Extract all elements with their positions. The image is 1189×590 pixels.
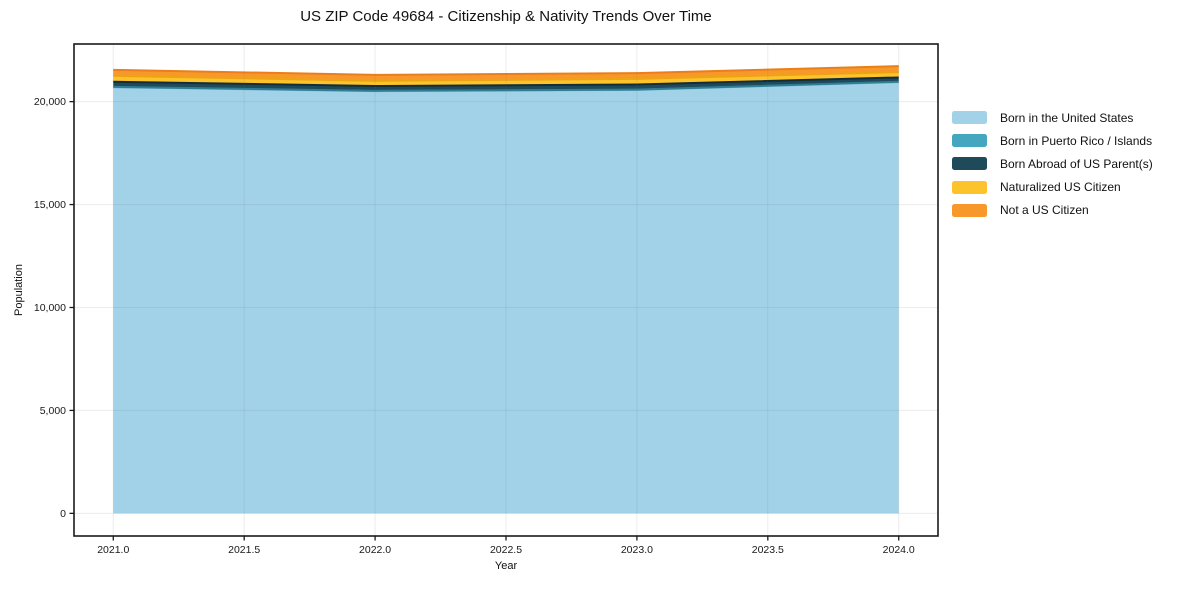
x-tick-label: 2023.5 (752, 544, 784, 556)
legend-swatch (952, 157, 987, 171)
edge-not-a-us-citizen (113, 65, 899, 76)
edge-born-in-puerto-rico-islands (113, 80, 899, 92)
y-tick-label: 5,000 (40, 405, 66, 417)
edge-naturalized-us-citizen (113, 71, 899, 82)
x-tick-label: 2023.0 (621, 544, 653, 556)
legend: Born in the United States Born in Puerto… (952, 106, 1153, 222)
edge-born-abroad-of-us-parent-s (113, 76, 899, 87)
legend-swatch (952, 134, 987, 148)
legend-label: Born Abroad of US Parent(s) (1000, 156, 1153, 171)
x-axis-label: Year (494, 560, 518, 572)
x-tick-label: 2024.0 (883, 544, 915, 556)
y-tick-label: 0 (60, 508, 66, 520)
legend-label: Naturalized US Citizen (1000, 180, 1121, 195)
legend-item: Naturalized US Citizen (952, 176, 1153, 199)
legend-item: Born in Puerto Rico / Islands (952, 129, 1153, 152)
chart-title: US ZIP Code 49684 - Citizenship & Nativi… (300, 8, 712, 25)
legend-swatch (952, 180, 987, 194)
area-born-in-the-united-states (113, 82, 899, 514)
x-tick-label: 2021.5 (228, 544, 260, 556)
y-tick-label: 20,000 (34, 96, 66, 108)
legend-item: Born in the United States (952, 106, 1153, 129)
x-tick-label: 2022.0 (359, 544, 391, 556)
legend-label: Born in Puerto Rico / Islands (1000, 133, 1153, 148)
x-tick-label: 2022.5 (490, 544, 522, 556)
legend-item: Not a US Citizen (952, 199, 1153, 222)
y-tick-label: 10,000 (34, 302, 66, 314)
x-tick-label: 2021.0 (97, 544, 129, 556)
legend-swatch (952, 203, 987, 217)
legend-item: Born Abroad of US Parent(s) (952, 152, 1153, 175)
legend-swatch (952, 111, 987, 125)
y-axis-label: Population (13, 264, 25, 316)
legend-label: Not a US Citizen (1000, 203, 1089, 218)
y-tick-label: 15,000 (34, 199, 66, 211)
legend-label: Born in the United States (1000, 110, 1134, 125)
